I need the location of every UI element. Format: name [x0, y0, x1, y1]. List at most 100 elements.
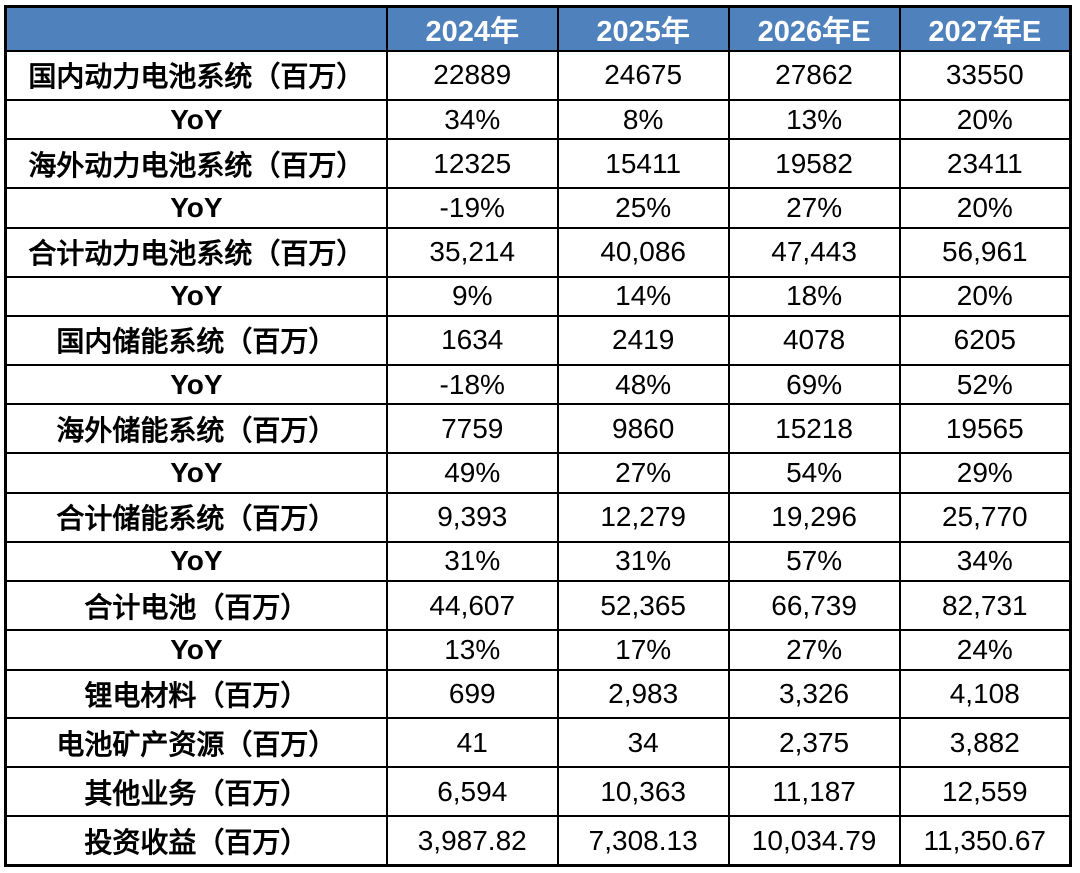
corner-header-cell: [4, 5, 388, 52]
table-cell: 24%: [898, 628, 1072, 671]
table-cell: 56,961: [898, 226, 1072, 278]
table-cell: 27%: [727, 187, 901, 229]
table-cell: 2,375: [727, 717, 901, 769]
row-label: YoY: [4, 628, 388, 671]
table-cell: 3,882: [898, 717, 1072, 769]
row-label: 海外储能系统（百万）: [4, 403, 388, 455]
table-cell: 7,308.13: [556, 815, 730, 867]
table-cell: 12325: [385, 138, 559, 190]
table-row: 海外动力电池系统（百万） 12325 15411 19582 23411: [4, 138, 1072, 190]
table-cell: 7759: [385, 403, 559, 455]
row-label: 其他业务（百万）: [4, 766, 388, 817]
row-label: 电池矿产资源（百万）: [4, 717, 388, 769]
table-row: 合计动力电池系统（百万） 35,214 40,086 47,443 56,961: [4, 226, 1072, 278]
table-row: YoY -18% 48% 69% 52%: [4, 363, 1072, 406]
table-cell: 20%: [898, 275, 1072, 318]
table-cell: 1634: [385, 315, 559, 366]
row-label: 海外动力电池系统（百万）: [4, 138, 388, 190]
row-label: 合计动力电池系统（百万）: [4, 226, 388, 278]
table-cell: 20%: [898, 187, 1072, 229]
table-row: 投资收益（百万） 3,987.82 7,308.13 10,034.79 11,350.…: [4, 815, 1072, 867]
table-cell: 15218: [727, 403, 901, 455]
table-cell: 11,187: [727, 766, 901, 817]
table-cell: 31%: [385, 540, 559, 583]
row-label: 国内动力电池系统（百万）: [4, 50, 388, 101]
table-cell: 34%: [898, 540, 1072, 583]
table-row: 合计电池（百万） 44,607 52,365 66,739 82,731: [4, 580, 1072, 631]
table-row: YoY 34% 8% 13% 20%: [4, 98, 1072, 141]
table-row: 锂电材料（百万） 699 2,983 3,326 4,108: [4, 668, 1072, 720]
table-row: YoY 9% 14% 18% 20%: [4, 275, 1072, 318]
table-cell: -19%: [385, 187, 559, 229]
table-cell: 25,770: [898, 491, 1072, 543]
table-cell: 699: [385, 668, 559, 720]
forecast-table: 2024年 2025年 2026年E 2027年E 国内动力电池系统（百万） 22889…: [4, 5, 1072, 867]
row-label: 国内储能系统（百万）: [4, 315, 388, 366]
table-cell: 44,607: [385, 580, 559, 631]
table-cell: 9860: [556, 403, 730, 455]
table-cell: 48%: [556, 363, 730, 406]
row-label: 合计储能系统（百万）: [4, 491, 388, 543]
row-label: 投资收益（百万）: [4, 815, 388, 867]
row-label: 锂电材料（百万）: [4, 668, 388, 720]
table-cell: 34: [556, 717, 730, 769]
row-label: 合计电池（百万）: [4, 580, 388, 631]
row-label: YoY: [4, 452, 388, 494]
table-cell: 49%: [385, 452, 559, 494]
table-cell: 11,350.67: [898, 815, 1072, 867]
table-cell: 15411: [556, 138, 730, 190]
table-cell: 34%: [385, 98, 559, 141]
row-label: YoY: [4, 540, 388, 583]
table-row: YoY -19% 25% 27% 20%: [4, 187, 1072, 229]
table-cell: 69%: [727, 363, 901, 406]
table-cell: 8%: [556, 98, 730, 141]
table-cell: 4078: [727, 315, 901, 366]
table-cell: 2,983: [556, 668, 730, 720]
table-row: 其他业务（百万） 6,594 10,363 11,187 12,559: [4, 766, 1072, 817]
table-row: YoY 31% 31% 57% 34%: [4, 540, 1072, 583]
table-cell: 25%: [556, 187, 730, 229]
table-cell: 10,034.79: [727, 815, 901, 867]
row-label: YoY: [4, 187, 388, 229]
table-cell: 27%: [727, 628, 901, 671]
table-cell: 29%: [898, 452, 1072, 494]
table-cell: -18%: [385, 363, 559, 406]
table-row: YoY 49% 27% 54% 29%: [4, 452, 1072, 494]
column-header: 2025年: [556, 5, 730, 52]
row-label: YoY: [4, 275, 388, 318]
table-cell: 19582: [727, 138, 901, 190]
table-cell: 27862: [727, 50, 901, 101]
table-row: 合计储能系统（百万） 9,393 12,279 19,296 25,770: [4, 491, 1072, 543]
table-cell: 82,731: [898, 580, 1072, 631]
table-row: 海外储能系统（百万） 7759 9860 15218 19565: [4, 403, 1072, 455]
header-row: 2024年 2025年 2026年E 2027年E: [4, 5, 1072, 52]
table-cell: 57%: [727, 540, 901, 583]
table-cell: 20%: [898, 98, 1072, 141]
table-cell: 3,987.82: [385, 815, 559, 867]
table-cell: 2419: [556, 315, 730, 366]
table-row: YoY 13% 17% 27% 24%: [4, 628, 1072, 671]
row-label: YoY: [4, 98, 388, 141]
table-cell: 27%: [556, 452, 730, 494]
table-cell: 19,296: [727, 491, 901, 543]
column-header: 2024年: [385, 5, 559, 52]
table-row: 国内动力电池系统（百万） 22889 24675 27862 33550: [4, 50, 1072, 101]
table-cell: 40,086: [556, 226, 730, 278]
table-body: 国内动力电池系统（百万） 22889 24675 27862 33550 YoY 34% 8%…: [4, 50, 1072, 867]
table-cell: 4,108: [898, 668, 1072, 720]
table-cell: 24675: [556, 50, 730, 101]
table-cell: 9,393: [385, 491, 559, 543]
column-header: 2026年E: [727, 5, 901, 52]
table-cell: 52,365: [556, 580, 730, 631]
table-cell: 22889: [385, 50, 559, 101]
table-cell: 47,443: [727, 226, 901, 278]
table-cell: 33550: [898, 50, 1072, 101]
table-cell: 66,739: [727, 580, 901, 631]
table-cell: 13%: [727, 98, 901, 141]
table-cell: 6205: [898, 315, 1072, 366]
table-cell: 23411: [898, 138, 1072, 190]
row-label: YoY: [4, 363, 388, 406]
table-cell: 14%: [556, 275, 730, 318]
table-cell: 17%: [556, 628, 730, 671]
